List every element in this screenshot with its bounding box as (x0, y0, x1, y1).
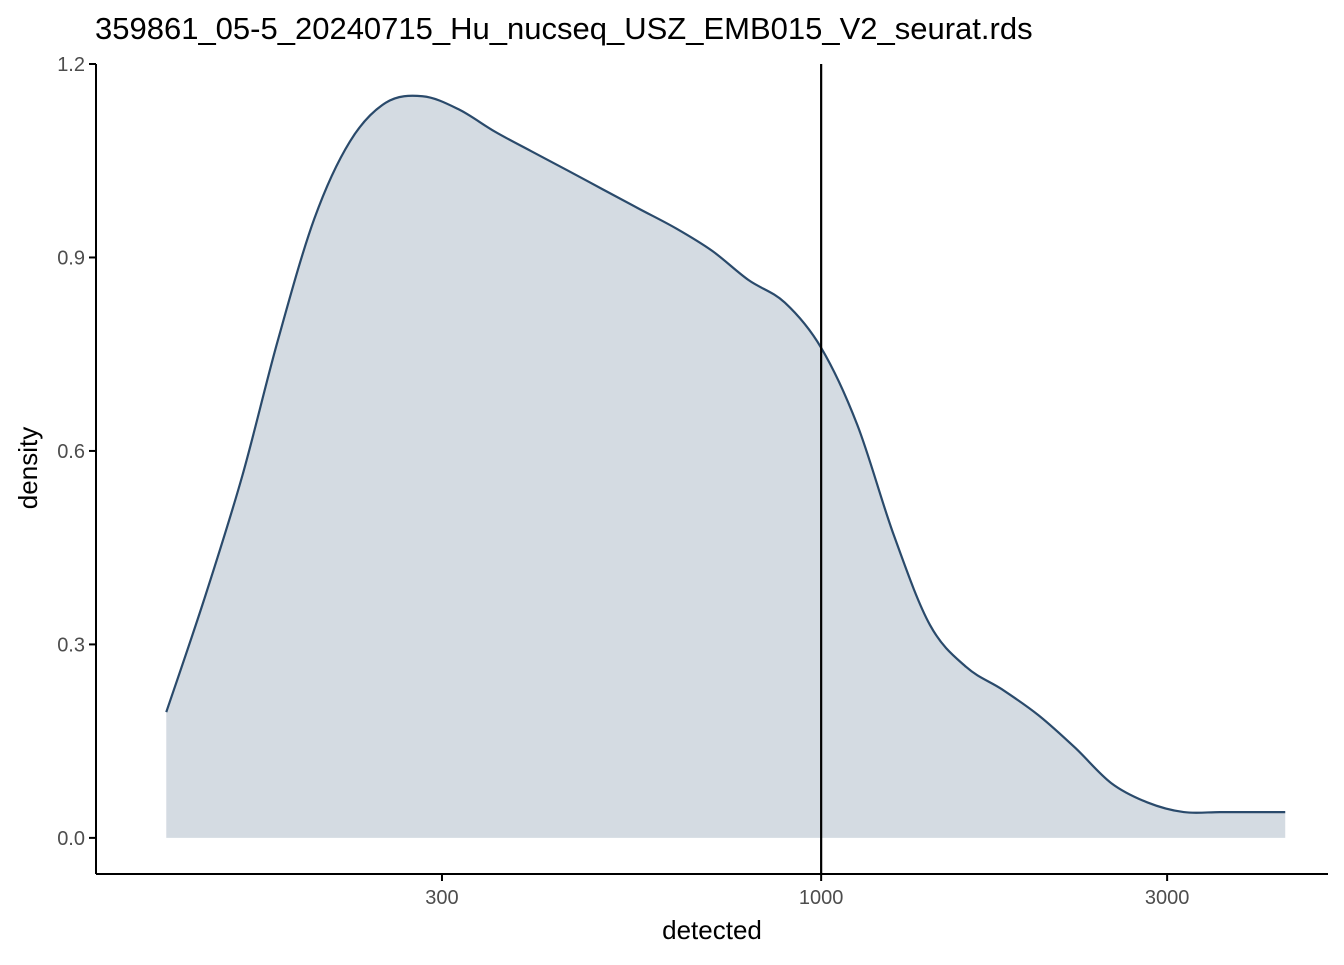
y-tick-label: 0.6 (57, 441, 85, 463)
x-tick-label: 1000 (799, 887, 844, 909)
y-tick-label: 0.3 (57, 634, 85, 656)
x-tick-label: 300 (425, 887, 458, 909)
x-axis-title: detected (662, 915, 762, 945)
y-tick-label: 1.2 (57, 54, 85, 76)
y-tick-label: 0.9 (57, 247, 85, 269)
y-tick-label: 0.0 (57, 828, 85, 850)
density-area-fill (166, 95, 1286, 838)
density-curve-line (165, 94, 1286, 814)
x-tick-label: 3000 (1145, 887, 1190, 909)
y-axis-title: density (13, 427, 43, 509)
chart-title: 359861_05-5_20240715_Hu_nucseq_USZ_EMB01… (95, 11, 1033, 46)
